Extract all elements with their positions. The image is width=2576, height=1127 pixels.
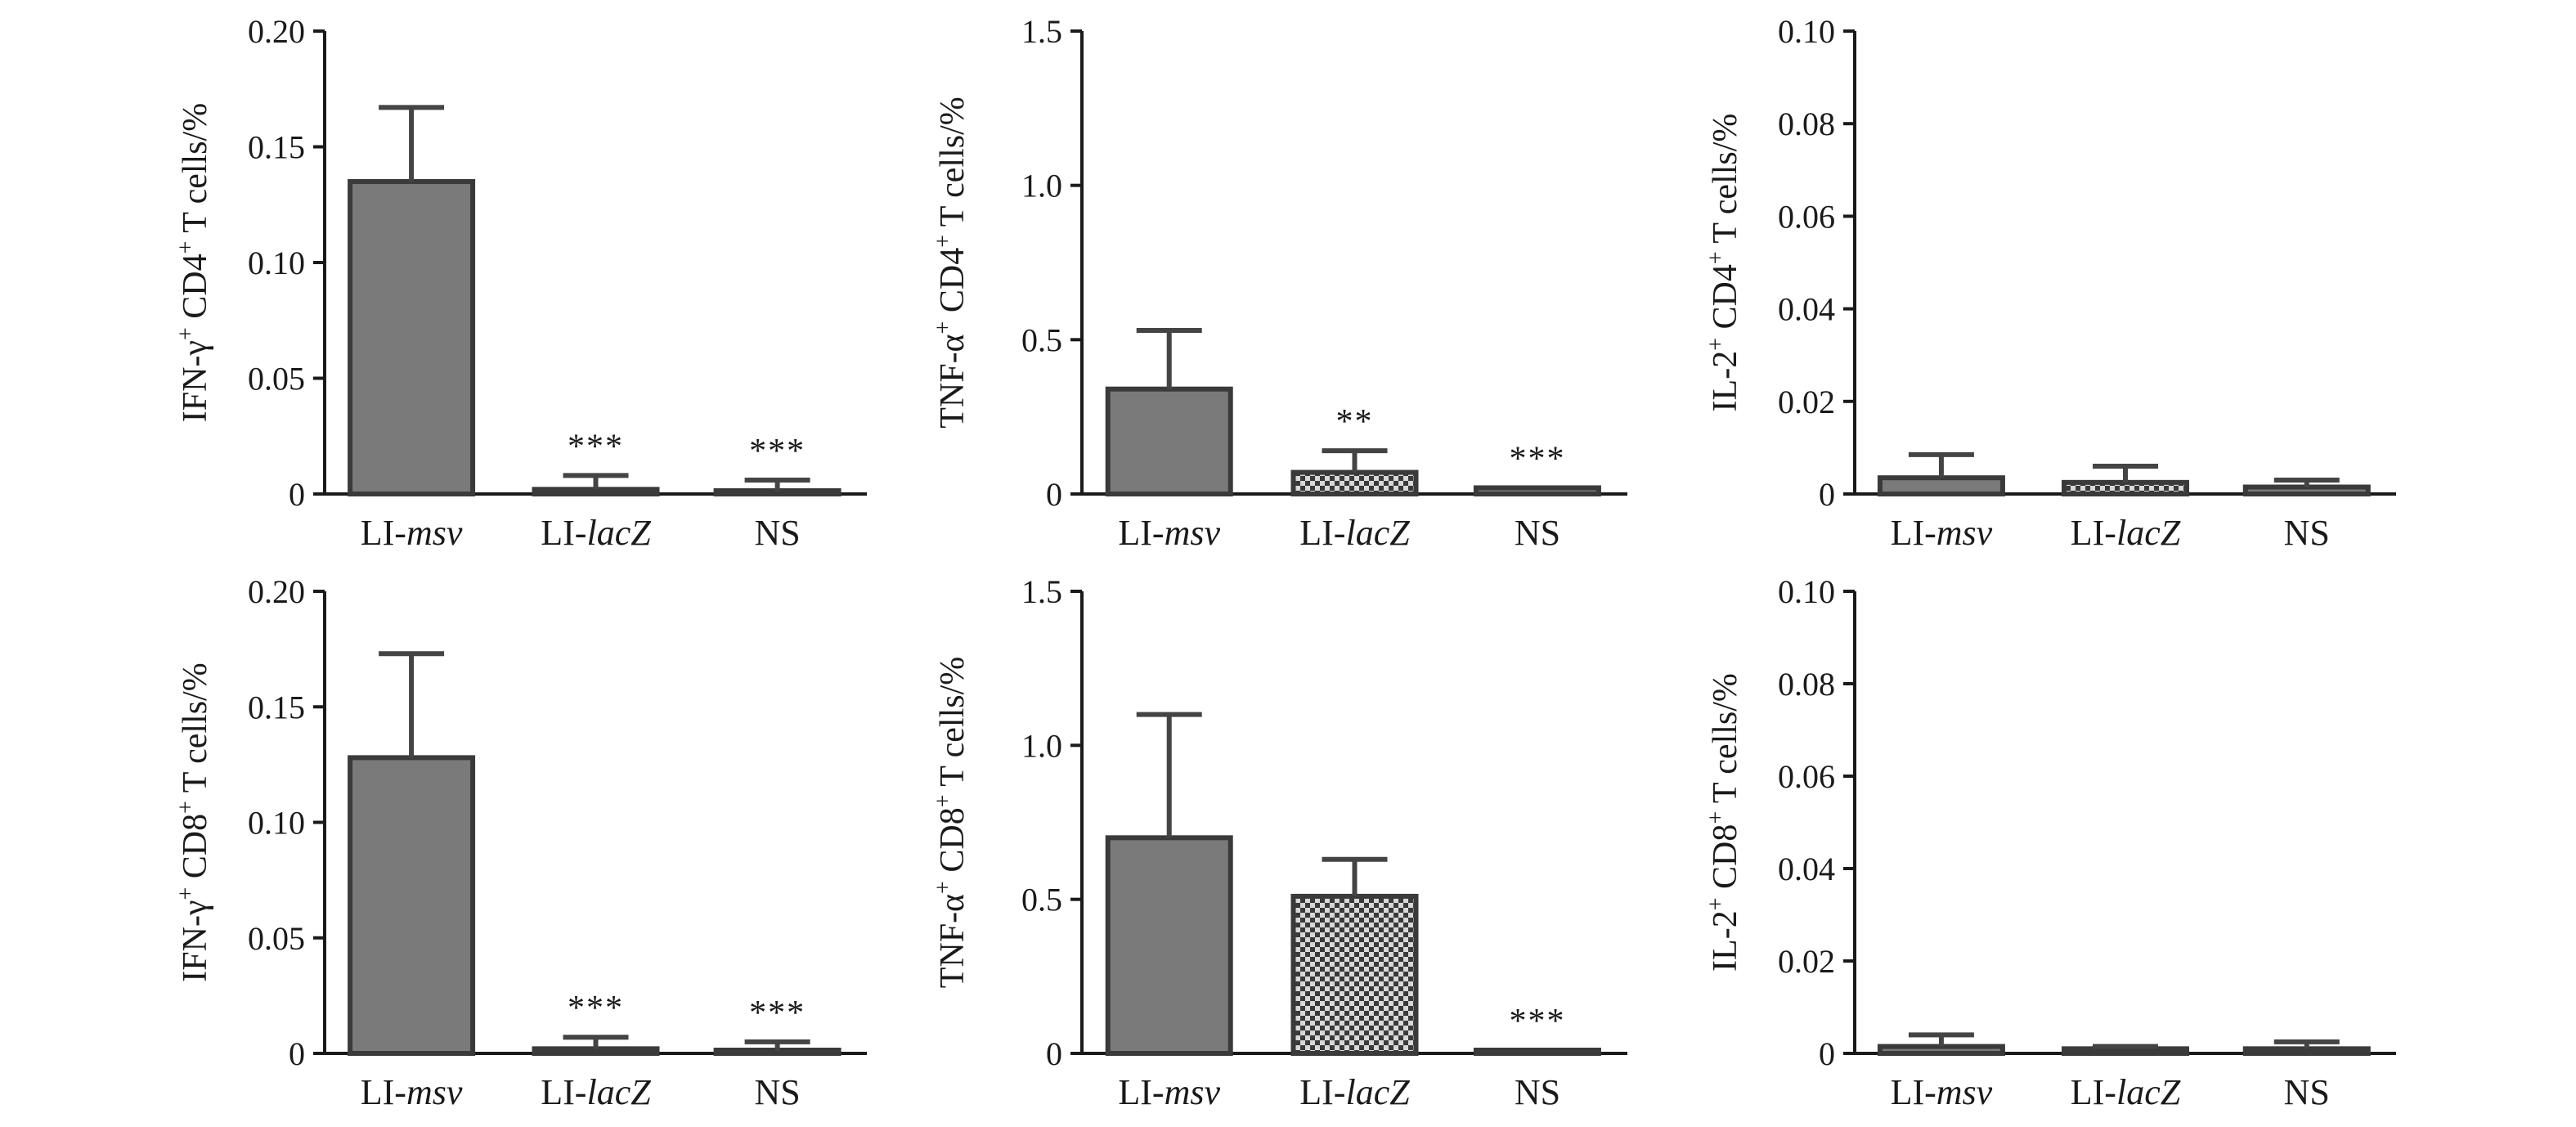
category-label: LI-lacZ bbox=[1299, 513, 1410, 553]
category-label: LI-msv bbox=[1891, 513, 1993, 553]
category-label: NS bbox=[1515, 513, 1560, 553]
category-label: LI-msv bbox=[1118, 513, 1220, 553]
bar-1 bbox=[1105, 386, 1233, 496]
y-tick-label: 0 bbox=[289, 1035, 305, 1072]
significance-label: ** bbox=[1336, 403, 1374, 441]
y-tick-label: 0.15 bbox=[248, 129, 305, 166]
y-tick-label: 1.5 bbox=[1021, 573, 1062, 610]
chart-panel-4: 0 0.05 0.10 0.15 0.20 IFN-γ+ CD8+ T cells/% LI… bbox=[173, 573, 867, 1112]
y-tick-label: 0.05 bbox=[248, 920, 305, 957]
chart-panel-1: 0 0.05 0.10 0.15 0.20 IFN-γ+ CD4+ T cells/% LI… bbox=[173, 13, 867, 553]
y-tick-label: 0 bbox=[1819, 1035, 1835, 1072]
bar-2 bbox=[532, 1046, 660, 1056]
bar-2 bbox=[2062, 1046, 2189, 1056]
bar-2 bbox=[1290, 893, 1419, 1057]
category-label: LI-lacZ bbox=[1299, 1072, 1410, 1112]
y-axis-label: IL-2+ CD4+ T cells/% bbox=[1703, 114, 1744, 412]
significance-label: *** bbox=[1509, 1003, 1565, 1040]
category-label: LI-msv bbox=[361, 513, 463, 553]
y-tick-label: 0.5 bbox=[1021, 882, 1062, 918]
category-label: LI-lacZ bbox=[541, 513, 651, 553]
y-axis-label: IL-2+ CD8+ T cells/% bbox=[1703, 673, 1744, 972]
y-tick-label: 0.10 bbox=[248, 245, 305, 281]
y-tick-label: 1.0 bbox=[1021, 727, 1062, 764]
category-label: LI-msv bbox=[361, 1072, 463, 1112]
y-tick-label: 0 bbox=[1046, 1035, 1062, 1072]
y-tick-label: 0.06 bbox=[1778, 758, 1835, 795]
category-label: LI-lacZ bbox=[2071, 1072, 2181, 1112]
bar-3 bbox=[2242, 484, 2371, 497]
significance-label: *** bbox=[568, 990, 624, 1027]
bar-1 bbox=[1105, 835, 1233, 1057]
y-tick-label: 0.10 bbox=[1778, 13, 1835, 50]
bar-3 bbox=[2242, 1046, 2371, 1056]
bar-2 bbox=[1290, 469, 1419, 497]
chart-panel-3: 0 0.02 0.04 0.06 0.08 0.10 IL-2+ CD4+ T cells/… bbox=[1703, 13, 2396, 553]
significance-label: *** bbox=[1509, 440, 1565, 478]
y-tick-label: 0.20 bbox=[248, 573, 305, 610]
bar-1 bbox=[348, 178, 476, 496]
bar-3 bbox=[1473, 1048, 1601, 1056]
category-label: NS bbox=[2284, 513, 2330, 553]
significance-label: *** bbox=[568, 428, 624, 465]
category-label: LI-msv bbox=[1891, 1072, 1993, 1112]
bar-3 bbox=[1473, 485, 1601, 496]
y-tick-label: 0.08 bbox=[1778, 106, 1835, 142]
y-axis-label: IFN-γ+ CD4+ T cells/% bbox=[173, 103, 214, 422]
y-tick-label: 0.10 bbox=[248, 805, 305, 842]
chart-panel-6: 0 0.02 0.04 0.06 0.08 0.10 IL-2+ CD8+ T cells/… bbox=[1703, 573, 2396, 1112]
category-label: LI-lacZ bbox=[2071, 513, 2181, 553]
category-label: NS bbox=[754, 513, 800, 553]
y-tick-label: 0.5 bbox=[1021, 321, 1062, 358]
significance-label: *** bbox=[749, 433, 806, 470]
category-label: NS bbox=[1515, 1072, 1560, 1112]
y-tick-label: 0.08 bbox=[1778, 666, 1835, 703]
y-tick-label: 1.5 bbox=[1021, 13, 1062, 50]
y-axis-label: IFN-γ+ CD8+ T cells/% bbox=[173, 662, 214, 981]
y-tick-label: 0.04 bbox=[1778, 851, 1835, 887]
y-tick-label: 0.02 bbox=[1778, 943, 1835, 980]
y-tick-label: 0 bbox=[1819, 476, 1835, 513]
chart-panel-5: 0 0.5 1.0 1.5 TNF-α+ CD8+ T cells/% LI-msv LI-… bbox=[931, 573, 1627, 1112]
y-tick-label: 0.06 bbox=[1778, 198, 1835, 235]
chart-panel-2: 0 0.5 1.0 1.5 TNF-α+ CD4+ T cells/% LI-msv ** L… bbox=[931, 13, 1627, 553]
y-tick-label: 1.0 bbox=[1021, 168, 1062, 204]
bar-1 bbox=[348, 755, 476, 1057]
category-label: LI-msv bbox=[1118, 1072, 1220, 1112]
y-tick-label: 0.15 bbox=[248, 689, 305, 725]
y-tick-label: 0 bbox=[289, 476, 305, 513]
bar-2 bbox=[2062, 479, 2189, 496]
bar-1 bbox=[1877, 475, 2005, 497]
bar-1 bbox=[1877, 1044, 2005, 1057]
bar-2 bbox=[532, 487, 660, 497]
significance-label: *** bbox=[749, 995, 806, 1032]
y-tick-label: 0 bbox=[1046, 476, 1062, 513]
y-tick-label: 0.02 bbox=[1778, 384, 1835, 420]
y-axis-label: TNF-α+ CD4+ T cells/% bbox=[931, 97, 972, 429]
y-tick-label: 0.20 bbox=[248, 13, 305, 50]
y-tick-label: 0.04 bbox=[1778, 291, 1835, 328]
y-tick-label: 0.05 bbox=[248, 361, 305, 397]
category-label: NS bbox=[754, 1072, 800, 1112]
category-label: LI-lacZ bbox=[541, 1072, 651, 1112]
category-label: NS bbox=[2284, 1072, 2330, 1112]
y-tick-label: 0.10 bbox=[1778, 573, 1835, 610]
y-axis-label: TNF-α+ CD8+ T cells/% bbox=[931, 657, 972, 989]
